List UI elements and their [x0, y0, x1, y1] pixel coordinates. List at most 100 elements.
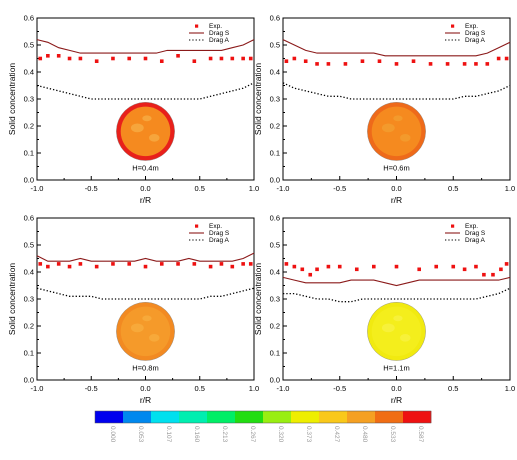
y-tick-label: 0.5	[24, 41, 34, 50]
colorbar-swatch	[179, 411, 208, 423]
exp-point	[292, 264, 297, 269]
disk-patch	[142, 115, 152, 122]
exp-point	[491, 272, 495, 277]
exp-point	[248, 56, 253, 61]
exp-point	[292, 56, 297, 61]
exp-point	[143, 264, 148, 269]
x-tick-label: -1.0	[31, 184, 44, 193]
y-tick-label: 0.1	[270, 149, 280, 158]
y-axis-label: Solid concentration	[253, 63, 263, 136]
legend-marker-exp	[451, 24, 455, 28]
exp-point	[192, 262, 197, 266]
y-tick-label: 0.4	[270, 268, 280, 277]
exp-point	[67, 264, 72, 269]
y-tick-label: 0.4	[24, 268, 34, 277]
colorbar-label: 0.533	[389, 426, 396, 443]
disk-patch	[381, 123, 395, 133]
disk-patch	[130, 323, 144, 333]
exp-point	[360, 59, 365, 63]
disk-patch	[130, 123, 144, 133]
colorbar: 0.000 0.053 0.107 0.160 0.213 0.267 0.320 0.373…	[94, 410, 432, 443]
legend-marker-exp	[451, 224, 455, 228]
exp-point	[462, 267, 467, 272]
colorbar-label: 0.373	[305, 426, 312, 443]
exp-point	[411, 59, 416, 63]
exp-point	[482, 272, 486, 277]
exp-point	[78, 56, 83, 61]
panel-height-label: H=1.1m	[383, 364, 409, 373]
colorbar-label: 0.427	[333, 426, 340, 443]
exp-point	[46, 264, 50, 269]
legend-label: Drag A	[465, 37, 486, 44]
drag-s-line	[282, 39, 511, 57]
drag-a-line	[36, 287, 255, 300]
exp-point	[143, 56, 148, 61]
legend-label: Drag S	[209, 30, 230, 37]
x-tick-label: 0.5	[448, 384, 458, 393]
colorbar-swatch	[207, 411, 236, 423]
colorbar-label: 0.320	[277, 426, 284, 443]
exp-point	[308, 272, 313, 277]
exp-point	[46, 54, 50, 58]
colorbar-frame	[94, 410, 432, 424]
y-axis-label: Solid concentration	[7, 263, 17, 336]
exp-point	[474, 264, 478, 269]
exp-point	[504, 262, 509, 266]
legend-label: Drag A	[209, 237, 230, 244]
x-tick-label: 1.0	[505, 184, 515, 193]
panel-height-label: H=0.8m	[132, 364, 158, 373]
x-tick-label: -1.0	[31, 384, 44, 393]
colorbar-swatch	[151, 411, 180, 423]
x-axis-label: r/R	[391, 395, 402, 405]
y-tick-label: 0.2	[24, 322, 34, 331]
exp-point	[315, 62, 319, 66]
y-tick-label: 0.0	[24, 176, 34, 185]
y-tick-label: 0.2	[24, 122, 34, 131]
exp-point	[326, 62, 331, 66]
exp-point	[485, 62, 490, 66]
x-tick-label: 0.5	[448, 184, 458, 193]
exp-point	[159, 59, 164, 63]
chart-panel-1: -1.0 -0.5 0.0 0.5 1.0 0.0 0.1 0.2 0.3 0.4 0.5 0.6 r/…	[7, 14, 259, 206]
y-tick-label: 0.3	[24, 295, 34, 304]
legend-label: Exp.	[209, 23, 222, 30]
exp-point	[451, 264, 456, 269]
x-tick-label: 0.0	[140, 184, 150, 193]
colorbar-label: 0.107	[165, 426, 172, 443]
disk-patch	[399, 334, 411, 342]
y-tick-label: 0.1	[24, 349, 34, 358]
exp-point	[241, 262, 245, 266]
exp-point	[219, 56, 224, 61]
x-tick-label: 0.0	[391, 184, 401, 193]
disk-core	[120, 106, 171, 157]
exp-point	[462, 62, 467, 66]
y-tick-label: 0.3	[24, 95, 34, 104]
x-tick-label: 1.0	[505, 384, 515, 393]
y-tick-label: 0.6	[24, 214, 34, 223]
colorbar-swatch	[123, 411, 152, 423]
disk-patch	[393, 315, 403, 322]
disk-patch	[381, 323, 395, 333]
y-axis-label: Solid concentration	[253, 263, 263, 336]
exp-point	[284, 59, 289, 63]
legend-label: Drag S	[465, 230, 486, 237]
x-axis-label: r/R	[391, 195, 402, 205]
x-tick-label: -0.5	[85, 384, 98, 393]
exp-point	[496, 56, 501, 61]
colorbar-label: 0.000	[109, 426, 116, 443]
cross-section-disk	[116, 102, 175, 161]
colorbar-label: 0.053	[137, 426, 144, 443]
colorbar-swatch	[263, 411, 292, 423]
exp-point	[499, 267, 503, 272]
y-tick-label: 0.5	[24, 241, 34, 250]
exp-point	[111, 262, 115, 266]
x-tick-label: 0.5	[195, 384, 205, 393]
legend-label: Drag A	[465, 237, 486, 244]
legend-label: Exp.	[465, 23, 478, 30]
x-tick-label: 1.0	[249, 184, 259, 193]
exp-point	[219, 262, 224, 266]
exp-point	[284, 262, 289, 266]
